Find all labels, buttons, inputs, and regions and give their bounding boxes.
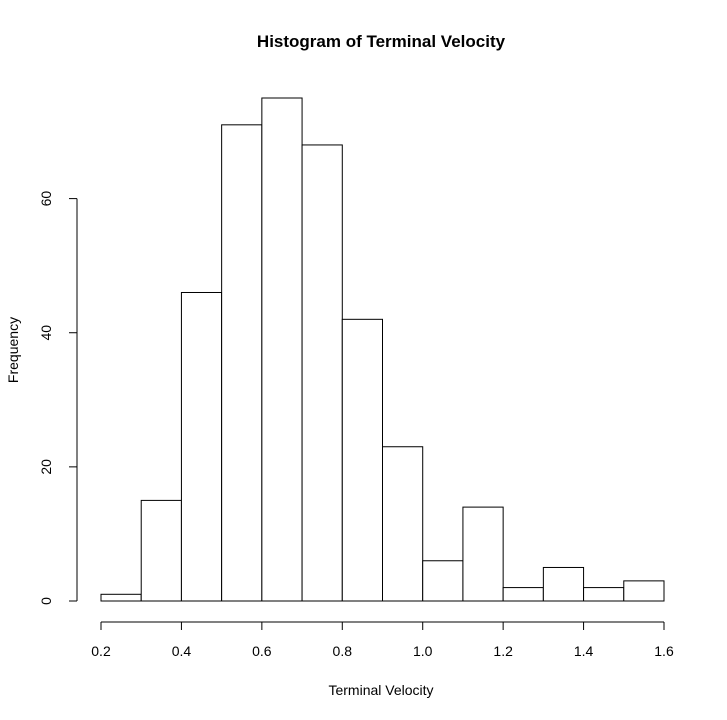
chart-title: Histogram of Terminal Velocity — [257, 32, 506, 51]
y-tick-label: 20 — [38, 459, 54, 475]
y-tick-label: 60 — [38, 191, 54, 207]
y-axis: 0 20 40 60 — [38, 191, 78, 605]
x-tick-label: 0.6 — [252, 643, 272, 659]
x-tick-label: 1.0 — [413, 643, 433, 659]
histogram-bar — [462, 506, 504, 602]
x-tick-label: 1.6 — [654, 643, 674, 659]
histogram-bar — [623, 580, 665, 602]
y-axis-label: Frequency — [5, 317, 21, 383]
x-tick-label: 0.8 — [333, 643, 353, 659]
y-tick-label: 0 — [38, 597, 54, 605]
histogram-bar — [422, 560, 464, 602]
y-tick-label: 40 — [38, 325, 54, 341]
histogram-bar — [100, 593, 142, 602]
x-tick-label: 1.2 — [493, 643, 513, 659]
histogram-bar — [180, 291, 223, 602]
histogram-bar — [261, 97, 303, 602]
x-axis-label: Terminal Velocity — [328, 682, 433, 698]
histogram-bar — [502, 587, 544, 602]
bars-group — [100, 97, 665, 602]
histogram-bar — [542, 566, 585, 602]
histogram-bar — [583, 587, 625, 602]
histogram-bar — [341, 318, 383, 602]
histogram-bar — [140, 499, 182, 602]
x-tick-label: 0.2 — [91, 643, 111, 659]
x-tick-label: 0.4 — [172, 643, 192, 659]
histogram-bar — [301, 144, 343, 602]
histogram-bar — [221, 124, 263, 602]
histogram-bar — [382, 446, 424, 602]
x-axis: 0.2 0.4 0.6 0.8 1.0 1.2 1.4 1.6 — [91, 621, 674, 659]
x-tick-label: 1.4 — [574, 643, 594, 659]
